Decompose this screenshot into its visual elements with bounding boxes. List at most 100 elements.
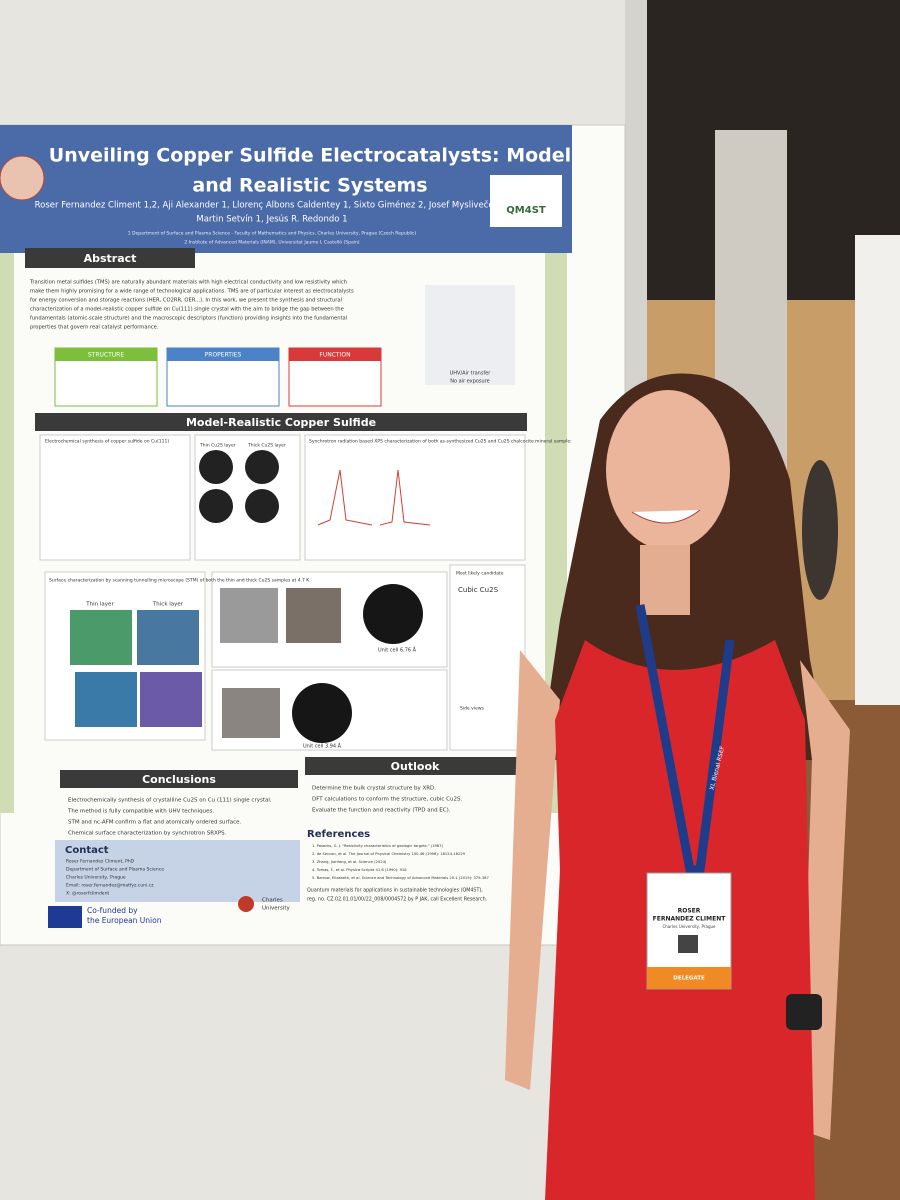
poster-title: and Realistic Systems bbox=[192, 175, 427, 197]
smile bbox=[631, 509, 701, 524]
stm-image bbox=[286, 588, 341, 643]
poster-title: Unveiling Copper Sulfide Electrocatalyst… bbox=[49, 145, 571, 167]
badge-band bbox=[647, 967, 731, 989]
footer-text: the European Union bbox=[87, 916, 162, 925]
stm-image bbox=[75, 672, 137, 727]
badge-affiliation: Charles University, Prague bbox=[662, 924, 716, 929]
leed-pattern bbox=[245, 489, 279, 523]
watch bbox=[786, 994, 822, 1030]
panel-caption: Unit cell 3.94 Å bbox=[303, 743, 342, 750]
funding-text: Quantum materials for applications in su… bbox=[307, 888, 483, 894]
section-bar bbox=[25, 248, 195, 268]
reference-text: 1. Pasacks, G. J. "Resistivity character… bbox=[312, 844, 444, 848]
qr-code bbox=[678, 935, 698, 953]
box-header bbox=[167, 348, 279, 361]
reference-text: 2. de Seccon, et al. The Journal of Phys… bbox=[312, 852, 466, 856]
abstract-text: characterization of a model-realistic co… bbox=[30, 307, 344, 313]
neck bbox=[640, 545, 690, 615]
abstract-text: for energy conversion and storage reacti… bbox=[30, 298, 342, 304]
abstract-text: Transition metal sulfides (TMS) are natu… bbox=[29, 280, 347, 286]
panel bbox=[304, 434, 526, 561]
conclusion-text: The method is fully compatible with UHV … bbox=[67, 809, 214, 815]
diagram-label: No air exposure bbox=[450, 379, 489, 385]
abstract-text: properties that govern real catalyst per… bbox=[30, 325, 159, 331]
panel-caption: Electrochemical synthesis of copper sulf… bbox=[45, 439, 169, 445]
badge-role: DELEGATE bbox=[673, 976, 705, 982]
panel-caption: Side views bbox=[460, 706, 485, 712]
leed-pattern bbox=[199, 450, 233, 484]
panel-caption: Synchrotron radiation based XPS characte… bbox=[309, 439, 572, 445]
section-heading: Model-Realistic Copper Sulfide bbox=[186, 416, 376, 429]
footer-text: Charles bbox=[262, 898, 283, 904]
badge-name: FERNANDEZ CLIMENT bbox=[653, 916, 727, 923]
poster-authors: Roser Fernandez Climent 1,2, Aji Alexand… bbox=[35, 200, 510, 211]
contact-text: Email: roser.fernandez@matfyz.cuni.cz bbox=[66, 883, 154, 889]
panel-caption: Cubic Cu2S bbox=[458, 586, 499, 594]
leed-pattern bbox=[363, 584, 423, 644]
section-bar bbox=[60, 770, 298, 788]
eu-flag bbox=[48, 906, 82, 928]
section-heading: Contact bbox=[65, 845, 109, 856]
university-seal bbox=[238, 896, 254, 912]
section-heading: Outlook bbox=[391, 760, 440, 773]
outlook-text: DFT calculations to conform the structur… bbox=[312, 797, 462, 803]
arm bbox=[505, 650, 560, 1090]
conclusion-text: Chemical surface characterization by syn… bbox=[68, 831, 227, 837]
conclusion-text: STM and nc-AFM confirm a flat and atomic… bbox=[68, 820, 242, 826]
face bbox=[606, 390, 730, 550]
section-bar bbox=[35, 413, 527, 431]
footer-text: University bbox=[262, 906, 290, 912]
stm-image bbox=[220, 588, 278, 643]
contact-text: Roser Fernandez Climent, PhD bbox=[66, 859, 135, 865]
section-heading: References bbox=[307, 829, 370, 840]
contact-box bbox=[55, 840, 300, 902]
panel bbox=[39, 434, 191, 561]
poster-header bbox=[0, 125, 572, 253]
lanyard bbox=[635, 604, 735, 875]
instrument-diagram bbox=[425, 285, 515, 385]
conclusion-text: Electrochemically synthesis of crystalli… bbox=[68, 798, 272, 804]
panel-caption: Thin Cu2S layer bbox=[199, 443, 236, 449]
stm-image bbox=[140, 672, 202, 727]
panel-caption: Thick Cu2S layer bbox=[247, 443, 286, 449]
outlook-text: Evaluate the function and reactivity (TP… bbox=[312, 808, 451, 814]
logo-text: QM4ST bbox=[506, 205, 546, 216]
panel-caption: Thick layer bbox=[152, 602, 184, 608]
panel-caption: Most likely candidate bbox=[456, 571, 504, 577]
poster-authors: Martin Setvín 1, Jesús R. Redondo 1 bbox=[196, 215, 347, 225]
leed-pattern bbox=[245, 450, 279, 484]
contact-text: Charles University, Prague bbox=[66, 875, 126, 881]
abstract-text: make them highly promising for a wide ra… bbox=[30, 289, 354, 295]
panel-caption: Surface characterization by scanning tun… bbox=[49, 578, 311, 584]
outlook-text: Determine the bulk crystal structure by … bbox=[312, 786, 436, 792]
spectrum bbox=[317, 469, 373, 526]
reference-text: 5. Barrow, Elizabeth, et al. Science and… bbox=[312, 876, 490, 880]
badge-name: ROSER bbox=[678, 908, 701, 915]
spectrum bbox=[379, 469, 431, 526]
box-heading: STRUCTURE bbox=[88, 352, 124, 359]
stm-image bbox=[70, 610, 132, 665]
contact-text: Department of Surface and Plasma Science bbox=[66, 867, 164, 873]
logo-box bbox=[490, 175, 562, 227]
stm-image bbox=[222, 688, 280, 738]
box-heading: PROPERTIES bbox=[205, 352, 242, 359]
poster-strip bbox=[0, 253, 14, 813]
background-people bbox=[802, 460, 838, 600]
box-header bbox=[55, 348, 157, 361]
far-poster-board bbox=[855, 235, 900, 705]
reference-text: 3. Zhang, Jianfang, et al. Science (2024… bbox=[312, 860, 387, 864]
diagram-label: UHV/Air transfer bbox=[450, 371, 492, 377]
section-heading: Conclusions bbox=[142, 773, 216, 786]
abstract-text: fundamentals (atomic-scale structure) an… bbox=[30, 316, 347, 322]
panel-caption: Thin layer bbox=[85, 602, 114, 608]
funding-text: reg. no. CZ.02.01.01/00/22_008/0004572 b… bbox=[307, 897, 487, 903]
box-header bbox=[289, 348, 381, 361]
section-heading: Abstract bbox=[84, 252, 137, 265]
panel bbox=[449, 564, 526, 751]
poster-affiliation: 2 Institute of Advanced Materials (INAM)… bbox=[184, 239, 359, 246]
leed-pattern bbox=[292, 683, 352, 743]
leed-pattern bbox=[199, 489, 233, 523]
footer-text: Co-funded by bbox=[87, 906, 138, 915]
